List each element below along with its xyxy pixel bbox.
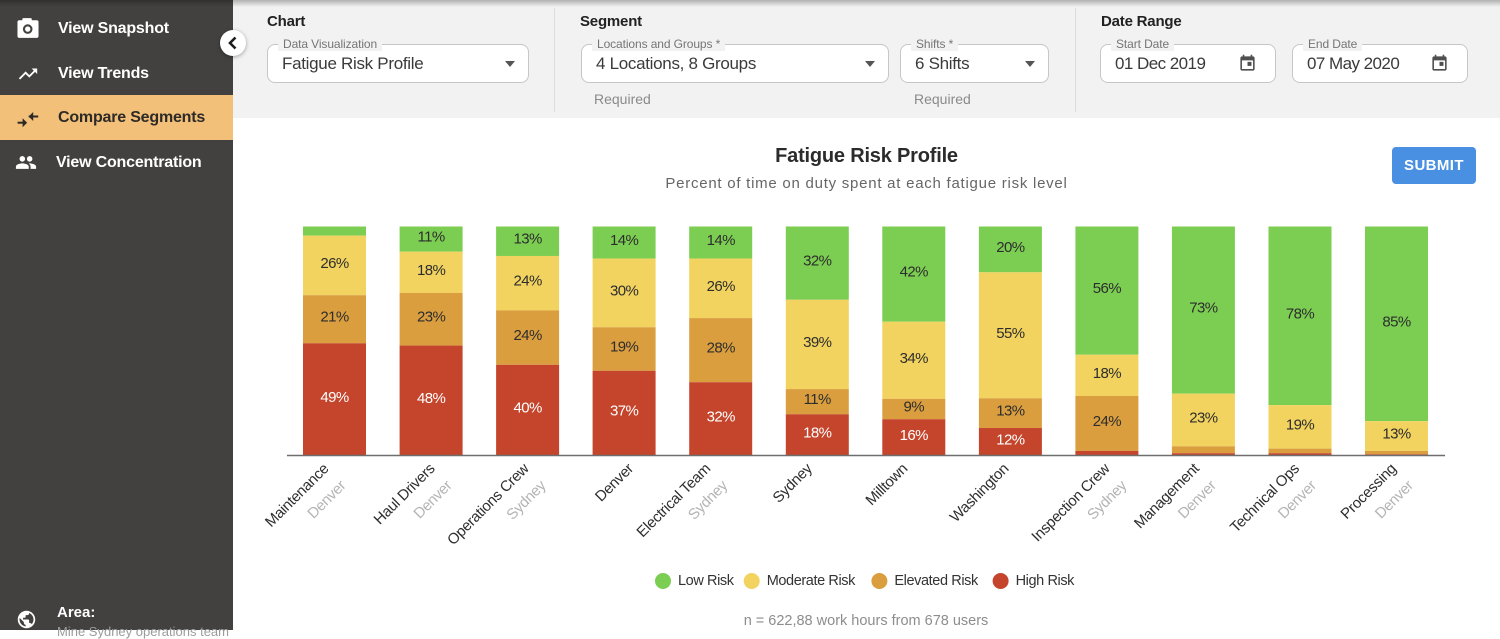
svg-text:18%: 18% (803, 424, 831, 441)
svg-text:Technical OpsDenver: Technical OpsDenver (1227, 460, 1320, 553)
svg-text:24%: 24% (513, 273, 541, 290)
svg-text:MaintenanceDenver: MaintenanceDenver (262, 460, 350, 548)
svg-text:Denver: Denver (592, 460, 637, 505)
svg-text:Electrical TeamSydney: Electrical TeamSydney (633, 460, 731, 558)
svg-text:48%: 48% (417, 390, 445, 407)
svg-text:24%: 24% (1093, 413, 1121, 430)
svg-text:26%: 26% (320, 255, 348, 272)
svg-text:Elevated Risk: Elevated Risk (894, 573, 979, 589)
svg-text:32%: 32% (707, 408, 735, 425)
svg-text:21%: 21% (320, 309, 348, 326)
svg-text:ManagementDenver: ManagementDenver (1131, 460, 1221, 550)
svg-text:34%: 34% (900, 350, 928, 367)
svg-text:24%: 24% (513, 327, 541, 344)
svg-text:32%: 32% (803, 253, 831, 270)
svg-text:Sydney: Sydney (770, 460, 817, 507)
svg-text:Washington: Washington (947, 460, 1013, 526)
svg-text:11%: 11% (804, 391, 831, 408)
svg-text:ProcessingDenver: ProcessingDenver (1337, 460, 1417, 540)
svg-text:Moderate Risk: Moderate Risk (767, 573, 856, 589)
svg-text:23%: 23% (417, 309, 445, 326)
svg-text:9%: 9% (904, 399, 925, 416)
svg-text:85%: 85% (1382, 313, 1410, 330)
svg-text:42%: 42% (900, 264, 928, 281)
svg-text:56%: 56% (1093, 280, 1121, 297)
svg-text:55%: 55% (996, 325, 1024, 342)
svg-text:40%: 40% (513, 400, 541, 417)
svg-text:14%: 14% (707, 232, 735, 249)
svg-text:73%: 73% (1189, 300, 1217, 317)
svg-text:13%: 13% (1382, 426, 1410, 443)
svg-text:Operations CrewSydney: Operations CrewSydney (444, 460, 550, 566)
svg-text:High Risk: High Risk (1016, 573, 1076, 589)
svg-text:18%: 18% (1093, 365, 1121, 382)
svg-text:39%: 39% (803, 334, 831, 351)
svg-text:19%: 19% (610, 339, 638, 356)
svg-text:Milltown: Milltown (862, 460, 911, 509)
svg-text:28%: 28% (707, 340, 735, 357)
svg-text:Low Risk: Low Risk (678, 573, 735, 589)
svg-text:49%: 49% (320, 389, 348, 406)
svg-text:26%: 26% (707, 278, 735, 295)
svg-text:13%: 13% (513, 231, 541, 248)
svg-text:Inspection CrewSydney: Inspection CrewSydney (1028, 460, 1130, 562)
svg-text:19%: 19% (1286, 416, 1314, 433)
svg-text:18%: 18% (417, 262, 445, 279)
svg-text:12%: 12% (996, 431, 1024, 448)
svg-text:n = 622,88 work hours from 678: n = 622,88 work hours from 678 users (744, 613, 989, 629)
svg-text:11%: 11% (418, 229, 445, 246)
svg-text:37%: 37% (610, 403, 638, 420)
svg-text:14%: 14% (610, 232, 638, 249)
svg-text:23%: 23% (1189, 410, 1217, 427)
svg-text:16%: 16% (900, 427, 928, 444)
svg-text:20%: 20% (996, 239, 1024, 256)
svg-text:13%: 13% (996, 403, 1024, 420)
svg-text:30%: 30% (610, 282, 638, 299)
svg-text:78%: 78% (1286, 305, 1314, 322)
svg-text:Haul DriversDenver: Haul DriversDenver (371, 460, 456, 545)
